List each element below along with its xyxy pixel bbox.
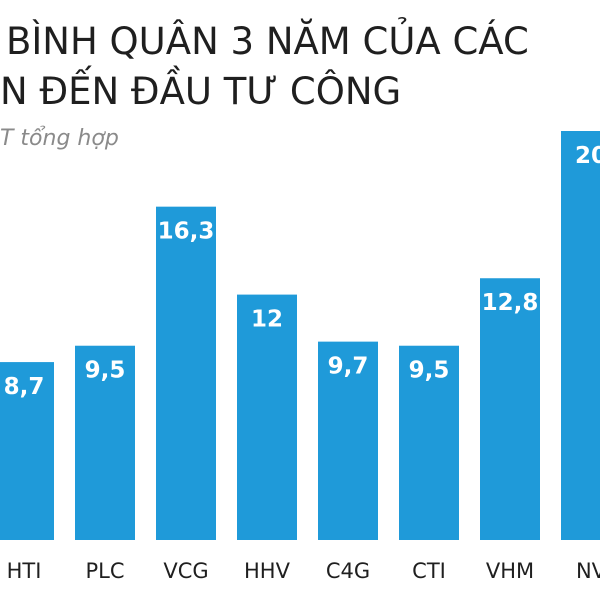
category-label-vcg: VCG <box>163 559 208 583</box>
category-label-nv: NV <box>576 559 600 583</box>
bar-value-label-cti: 9,5 <box>409 358 450 384</box>
bar-cti <box>399 345 459 540</box>
bar-c4g <box>318 341 378 540</box>
category-label-c4g: C4G <box>326 559 370 583</box>
bar-hhv <box>237 294 297 540</box>
category-label-vhm: VHM <box>486 559 534 583</box>
chart-title-line-1: BÌNH QUÂN 3 NĂM CỦA CÁC <box>6 20 529 63</box>
category-label-plc: PLC <box>85 559 124 583</box>
bar-value-label-vhm: 12,8 <box>482 290 539 316</box>
bar-value-label-c4g: 9,7 <box>328 354 369 380</box>
bar-plc <box>75 345 135 540</box>
category-label-hti: HTI <box>7 559 42 583</box>
bar-value-label-vcg: 16,3 <box>158 219 215 245</box>
bar-vhm <box>480 278 540 540</box>
bar-value-label-hhv: 12 <box>251 307 283 333</box>
bar-vcg <box>156 206 216 541</box>
bar-value-label-plc: 9,5 <box>85 358 126 384</box>
chart-title-line-2: N ĐẾN ĐẦU TƯ CÔNG <box>0 70 402 113</box>
category-label-cti: CTI <box>412 559 446 583</box>
category-label-hhv: HHV <box>244 559 291 583</box>
bar-nv <box>561 131 600 540</box>
chart-source-note: T tổng hợp <box>0 126 119 151</box>
bar-value-label-nv: 20 <box>575 143 600 169</box>
bar-hti <box>0 362 54 540</box>
bar-value-label-hti: 8,7 <box>4 374 45 400</box>
